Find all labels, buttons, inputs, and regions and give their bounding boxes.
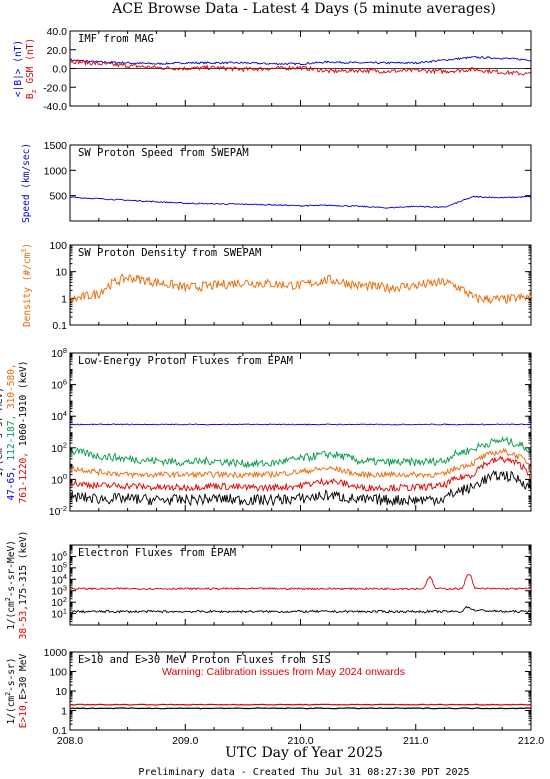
y-label-part: 38-53,175-315 (keV) [18, 531, 29, 640]
y-tick-label: 1 [61, 293, 67, 305]
y-tick-label: 102 [51, 595, 67, 609]
panel-2: SW Proton Speed from SWEPAM 500 1000 1500 Sp… [21, 140, 532, 223]
y-axis-label: <|B|> (nT) Bz GSM (nT) [13, 38, 38, 99]
panel-title: SW Proton Density from SWEPAM [78, 247, 261, 259]
y-tick-label: 10 [55, 686, 67, 698]
y-tick-label: 1000 [44, 647, 68, 659]
series-1060-1910-line [69, 469, 532, 507]
series-e-10-line [69, 703, 532, 706]
panel-title: E>10 and E>30 MeV Proton Fluxes from SIS [78, 654, 331, 666]
series-761-1220-line [69, 455, 532, 493]
y-label-part: E>10,E>30 MeV [18, 654, 29, 729]
y-label-part: Bz GSM (nT) [25, 38, 38, 99]
panel-4: Low-Energy Proton Fluxes from EPAM 10-2 10… [0, 346, 532, 518]
panel-1: IMF from MAG -40.0 -20.0 0.0 20.0 40.0 <|B|> (… [13, 26, 532, 113]
y-tick-label: -40.0 [43, 101, 67, 113]
series-e-30-line [69, 707, 532, 710]
y-axis-label: Density (#/cm3) [20, 243, 33, 327]
series-38-53-line [69, 573, 532, 591]
y-label-part: 47-65, 112-187, 310-580, [6, 363, 17, 500]
y-tick-label: 1 [61, 706, 67, 718]
y-tick-label: 104 [51, 409, 67, 423]
y-axis-label: Speed (km/sec) [21, 143, 32, 223]
y-tick-label: 0.1 [52, 725, 67, 737]
series-310-580-line [69, 447, 532, 480]
series-b-z-gsm-line [69, 59, 532, 76]
series-speed-line [69, 195, 532, 209]
panel-3: SW Proton Density from SWEPAM 0.1 1 10 100 De… [20, 240, 532, 332]
y-tick-label: 0.1 [52, 320, 67, 332]
y-label-part: 1/(cm2-s-sr) [4, 658, 17, 725]
panel-title: IMF from MAG [78, 33, 154, 45]
panel-title: Low-Energy Proton Fluxes from EPAM [78, 355, 293, 367]
panel-title: Electron Fluxes from EPAM [78, 547, 236, 559]
panel-title: SW Proton Speed from SWEPAM [78, 147, 249, 159]
x-tick-label: 209.0 [172, 735, 198, 747]
y-tick-label: 1500 [44, 140, 68, 152]
y-label-part: Density (#/cm3) [20, 243, 33, 327]
y-tick-label: 1000 [44, 165, 68, 177]
y-tick-label: 106 [51, 377, 67, 391]
page-title: ACE Browse Data - Latest 4 Days (5 minut… [111, 1, 496, 17]
x-tick-label: 210.0 [287, 735, 313, 747]
y-tick-label: 20.0 [47, 45, 68, 57]
y-axis-label: 1/(cm2-s-sr)E>10,E>30 MeV [4, 654, 29, 729]
y-tick-label: 105 [51, 561, 67, 575]
y-tick-label: 0.0 [52, 64, 67, 76]
series-47-65-line [69, 423, 532, 426]
y-tick-label: -20.0 [43, 82, 67, 94]
y-tick-label: 101 [51, 606, 67, 620]
panel-6: E>10 and E>30 MeV Proton Fluxes from SIS… [4, 647, 532, 737]
y-label-part: <|B|> (nT) [13, 40, 24, 97]
series-density-line [69, 273, 532, 305]
y-tick-label: 10 [55, 267, 67, 279]
y-axis-label: 1/(cm2-s-sr-MeV)47-65, 112-187, 310-580,… [0, 361, 29, 504]
y-tick-label: 106 [51, 549, 67, 563]
y-tick-label: 10-2 [49, 504, 67, 518]
y-tick-label: 104 [51, 572, 67, 586]
series-112-187-line [69, 436, 532, 469]
y-tick-label: 40.0 [47, 26, 68, 38]
series--b--line [69, 56, 532, 66]
y-tick-label: 102 [51, 441, 67, 455]
y-tick-label: 500 [49, 191, 67, 203]
y-label-part: Speed (km/sec) [21, 143, 32, 223]
x-tick-label: 208.0 [57, 735, 83, 747]
y-label-part: 1/(cm2-s-sr-MeV) [0, 387, 5, 477]
y-tick-label: 108 [51, 346, 67, 360]
x-tick-label: 212.0 [518, 735, 544, 747]
y-tick-label: 100 [51, 472, 67, 486]
y-label-part: 1/(cm2-s-sr-MeV) [4, 540, 17, 630]
series-175-315-line [69, 605, 532, 614]
y-axis-label: 1/(cm2-s-sr-MeV)38-53,175-315 (keV) [4, 531, 29, 640]
y-tick-label: 100 [49, 240, 67, 252]
calibration-warning: Warning: Calibration issues from May 202… [162, 666, 405, 678]
y-tick-label: 100 [49, 667, 67, 679]
y-tick-label: 103 [51, 584, 67, 598]
x-axis-label: UTC Day of Year 2025 [225, 745, 383, 761]
footer-note: Preliminary data - Created Thu Jul 31 08… [138, 767, 469, 778]
panel-5: Electron Fluxes from EPAM 101102103104105… [4, 531, 532, 640]
y-label-part: 761-1220, 1060-1910 (keV) [18, 361, 29, 504]
x-tick-label: 211.0 [403, 735, 429, 747]
